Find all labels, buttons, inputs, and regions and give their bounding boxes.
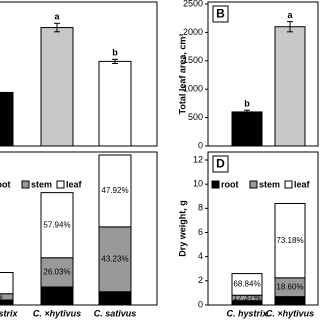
legend-swatch <box>56 180 65 189</box>
panel-label-box <box>212 155 229 173</box>
legend-label: root <box>221 179 239 189</box>
y-tick-label: 1000 <box>183 84 203 94</box>
y-tick-label: 4 <box>198 251 203 261</box>
panel-frame <box>0 151 158 306</box>
segment-label: 17.37% <box>233 293 260 302</box>
segment-label: 5% <box>0 298 3 307</box>
segment-label: 8.85% <box>104 293 127 302</box>
y-tick-label: 10 <box>193 179 203 189</box>
y-tick-label: 500 <box>188 112 203 122</box>
significance-letter: b <box>244 99 250 109</box>
legend-label: stem <box>259 179 280 189</box>
y-tick-label: 1500 <box>183 55 203 65</box>
significance-letter: a <box>287 10 293 20</box>
significance-letter: b <box>112 48 118 58</box>
segment-label: 18.60% <box>276 282 303 291</box>
panel-label: D <box>216 157 225 171</box>
y-axis-label: Total leaf area, cm² <box>177 34 187 115</box>
legend-swatch <box>249 180 258 189</box>
y-tick-label: 12 <box>193 154 203 164</box>
x-tick-label: C. hystrix <box>226 308 268 318</box>
x-tick-label: C. hystrix <box>0 308 19 318</box>
y-tick-label: 0 <box>198 140 203 150</box>
panel-label-box <box>212 5 229 23</box>
x-tick-label: C. ×hytivus <box>266 308 314 318</box>
legend-label: stem <box>31 179 52 189</box>
y-tick-label: 0 <box>198 299 203 309</box>
bar <box>98 60 132 147</box>
bar-segment <box>0 293 14 301</box>
segment-label: 8.23% <box>279 296 302 305</box>
bar <box>0 91 14 147</box>
significance-letter: a <box>54 12 60 22</box>
segment-label: 4% <box>0 292 3 301</box>
bar <box>231 111 263 147</box>
segment-label: 57.94% <box>43 220 70 229</box>
y-tick-label: 8 <box>198 203 203 213</box>
segment-label: 43.23% <box>101 254 128 263</box>
y-axis-label: Dry weight, g <box>177 200 187 257</box>
segment-label: 13.79% <box>233 298 260 307</box>
x-tick-label: C. sativus <box>94 308 137 318</box>
bar-segment <box>0 299 14 306</box>
y-tick-label: 6 <box>198 227 203 237</box>
panel-frame <box>0 1 158 147</box>
bar-segment <box>98 154 132 228</box>
panel-frame <box>207 151 319 306</box>
bar-segment <box>0 272 14 295</box>
segment-label: 47.92% <box>101 186 128 195</box>
segment-label: 68.84% <box>233 280 260 289</box>
panel-frame <box>207 1 319 147</box>
y-tick-label: 2000 <box>183 27 203 37</box>
segment-label: 16.03% <box>43 291 70 300</box>
legend-label: leaf <box>66 179 83 189</box>
segment-label: 26.03% <box>43 267 70 276</box>
x-tick-label: C. ×hytivus <box>33 308 81 318</box>
legend-swatch <box>211 180 220 189</box>
bar-segment <box>274 203 306 279</box>
segment-label: 73.18% <box>276 236 303 245</box>
bar <box>40 27 74 147</box>
bar-segment <box>40 192 74 259</box>
bar-segment <box>98 226 132 293</box>
bar-segment <box>40 257 74 288</box>
panel-label: B <box>216 7 225 21</box>
y-tick-label: 2500 <box>183 0 203 8</box>
bar-segment <box>231 273 263 296</box>
legend-swatch <box>284 180 293 189</box>
y-tick-label: 2 <box>198 275 203 285</box>
legend-label: leaf <box>294 179 311 189</box>
bar <box>274 26 306 147</box>
legend-swatch <box>21 180 30 189</box>
legend-label: root <box>0 179 11 189</box>
